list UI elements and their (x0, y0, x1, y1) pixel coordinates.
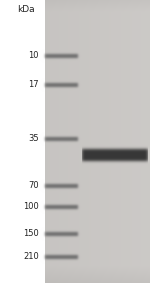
Text: 210: 210 (23, 252, 39, 261)
Text: 10: 10 (28, 51, 39, 60)
Text: 70: 70 (28, 181, 39, 190)
Text: 17: 17 (28, 80, 39, 89)
Text: kDa: kDa (17, 5, 35, 14)
Text: 150: 150 (23, 229, 39, 238)
Text: 35: 35 (28, 134, 39, 143)
Text: 100: 100 (23, 202, 39, 211)
